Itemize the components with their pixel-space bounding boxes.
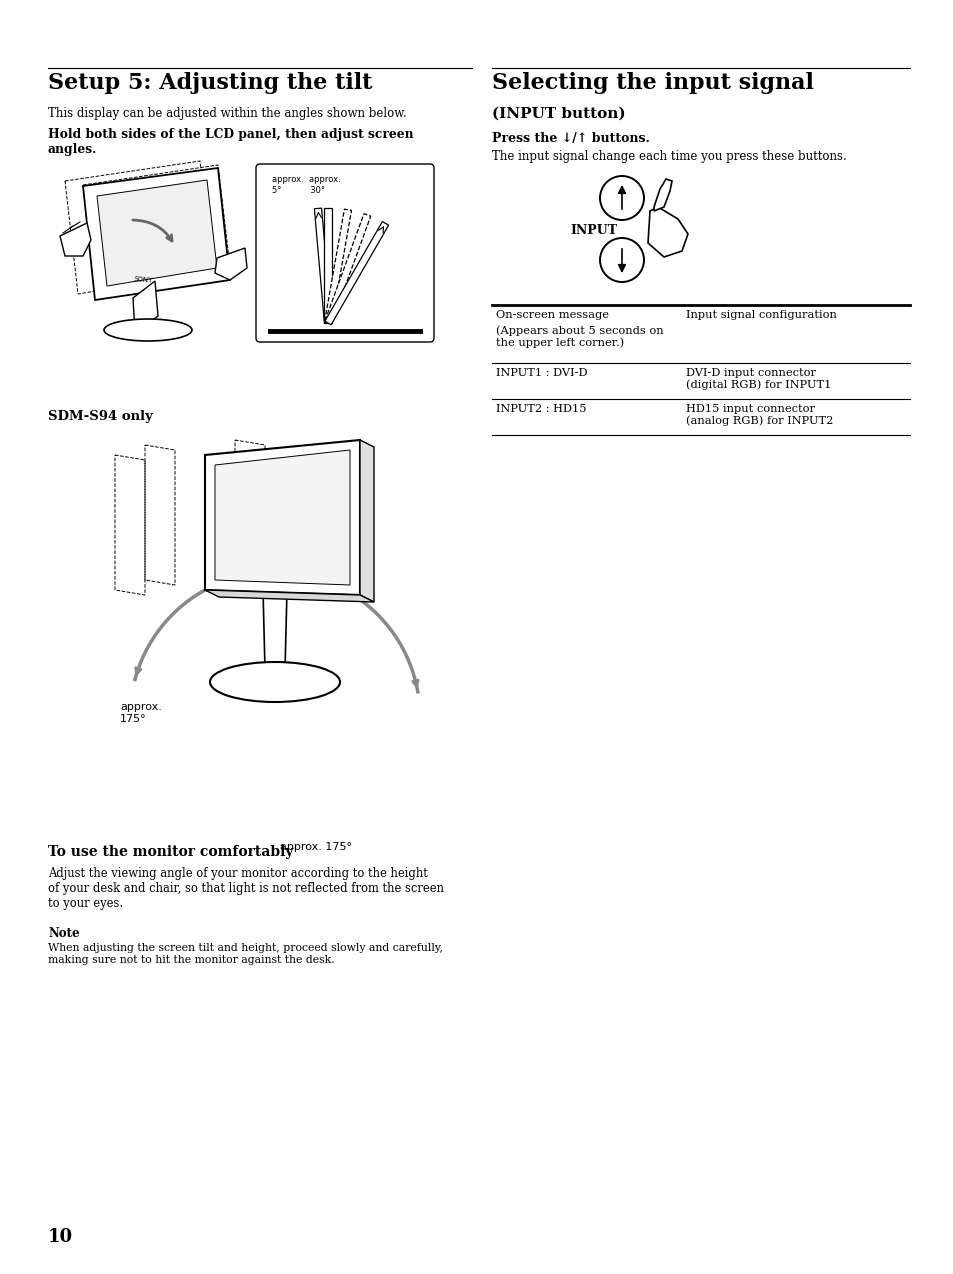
Text: (INPUT button): (INPUT button) [492, 107, 625, 121]
Text: When adjusting the screen tilt and height, proceed slowly and carefully,
making : When adjusting the screen tilt and heigh… [48, 943, 442, 964]
Ellipse shape [210, 662, 339, 702]
Text: approx.  approx.: approx. approx. [272, 175, 340, 183]
Polygon shape [314, 208, 332, 324]
Polygon shape [647, 206, 687, 257]
Text: SONY: SONY [133, 276, 152, 284]
Text: SDM-S94 only: SDM-S94 only [48, 410, 152, 423]
Circle shape [599, 238, 643, 282]
Text: INPUT2 : HD15: INPUT2 : HD15 [496, 404, 586, 414]
Polygon shape [132, 282, 158, 333]
Text: approx. 175°: approx. 175° [280, 842, 352, 852]
Text: The input signal change each time you press these buttons.: The input signal change each time you pr… [492, 150, 846, 163]
Text: (Appears about 5 seconds on
the upper left corner.): (Appears about 5 seconds on the upper le… [496, 325, 663, 348]
Polygon shape [60, 223, 91, 256]
Text: Selecting the input signal: Selecting the input signal [492, 73, 813, 94]
Polygon shape [97, 180, 216, 285]
Text: approx.
175°: approx. 175° [120, 702, 162, 724]
Circle shape [599, 176, 643, 220]
Polygon shape [324, 209, 351, 324]
Polygon shape [83, 168, 230, 299]
Text: This display can be adjusted within the angles shown below.: This display can be adjusted within the … [48, 107, 406, 120]
Polygon shape [324, 208, 332, 324]
Polygon shape [263, 590, 287, 670]
Text: DVI-D input connector
(digital RGB) for INPUT1: DVI-D input connector (digital RGB) for … [685, 368, 830, 390]
Ellipse shape [104, 318, 192, 341]
Polygon shape [214, 450, 350, 585]
Text: INPUT1 : DVI-D: INPUT1 : DVI-D [496, 368, 587, 378]
Text: Hold both sides of the LCD panel, then adjust screen
angles.: Hold both sides of the LCD panel, then a… [48, 127, 414, 155]
Polygon shape [205, 590, 374, 603]
Polygon shape [214, 248, 247, 280]
Text: Input signal configuration: Input signal configuration [685, 310, 836, 320]
Text: Adjust the viewing angle of your monitor according to the height
of your desk an: Adjust the viewing angle of your monitor… [48, 868, 443, 910]
Text: HD15 input connector
(analog RGB) for INPUT2: HD15 input connector (analog RGB) for IN… [685, 404, 833, 427]
Text: INPUT: INPUT [569, 224, 617, 237]
Polygon shape [324, 214, 371, 324]
Text: On-screen message: On-screen message [496, 310, 608, 320]
Text: Note: Note [48, 927, 79, 940]
Polygon shape [325, 222, 388, 325]
Polygon shape [205, 440, 359, 595]
Text: 10: 10 [48, 1228, 73, 1246]
FancyBboxPatch shape [255, 164, 434, 341]
Polygon shape [654, 180, 671, 211]
Text: Press the ↓/↑ buttons.: Press the ↓/↑ buttons. [492, 132, 649, 145]
Text: 5°           30°: 5° 30° [272, 186, 325, 195]
Text: To use the monitor comfortably: To use the monitor comfortably [48, 845, 294, 859]
Text: Setup 5: Adjusting the tilt: Setup 5: Adjusting the tilt [48, 73, 372, 94]
Polygon shape [359, 440, 374, 603]
